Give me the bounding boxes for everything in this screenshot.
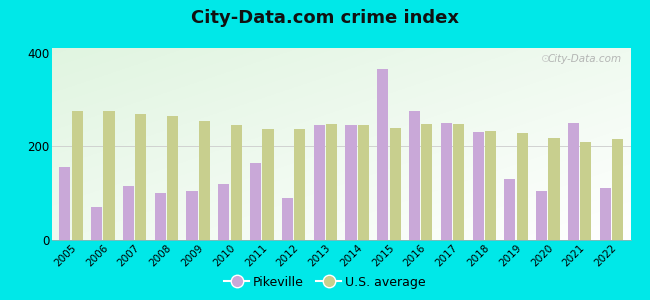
- Bar: [218, 184, 229, 240]
- Bar: [441, 123, 452, 240]
- Bar: [326, 124, 337, 240]
- Text: City-Data.com: City-Data.com: [548, 54, 622, 64]
- Bar: [600, 188, 611, 240]
- Bar: [250, 163, 261, 240]
- Bar: [135, 114, 146, 240]
- Bar: [473, 132, 484, 240]
- Bar: [485, 131, 496, 240]
- Bar: [91, 207, 102, 240]
- Bar: [199, 121, 210, 240]
- Text: City-Data.com crime index: City-Data.com crime index: [191, 9, 459, 27]
- Bar: [536, 191, 547, 240]
- Bar: [549, 138, 560, 240]
- Bar: [453, 124, 464, 240]
- Bar: [313, 125, 325, 240]
- Bar: [421, 124, 432, 240]
- Bar: [123, 186, 134, 240]
- Bar: [282, 198, 293, 240]
- Bar: [231, 125, 242, 240]
- Bar: [504, 179, 515, 240]
- Bar: [612, 139, 623, 240]
- Bar: [517, 133, 528, 240]
- Bar: [409, 111, 420, 240]
- Bar: [580, 142, 592, 240]
- Bar: [358, 125, 369, 240]
- Bar: [294, 128, 305, 240]
- Bar: [345, 125, 356, 240]
- Text: ⊙: ⊙: [541, 54, 550, 64]
- Bar: [568, 123, 579, 240]
- Bar: [72, 111, 83, 240]
- Legend: Pikeville, U.S. average: Pikeville, U.S. average: [219, 271, 431, 294]
- Bar: [187, 191, 198, 240]
- Bar: [59, 167, 70, 240]
- Bar: [389, 128, 400, 240]
- Bar: [103, 111, 114, 240]
- Bar: [263, 129, 274, 240]
- Bar: [377, 69, 388, 240]
- Bar: [155, 193, 166, 240]
- Bar: [167, 116, 178, 240]
